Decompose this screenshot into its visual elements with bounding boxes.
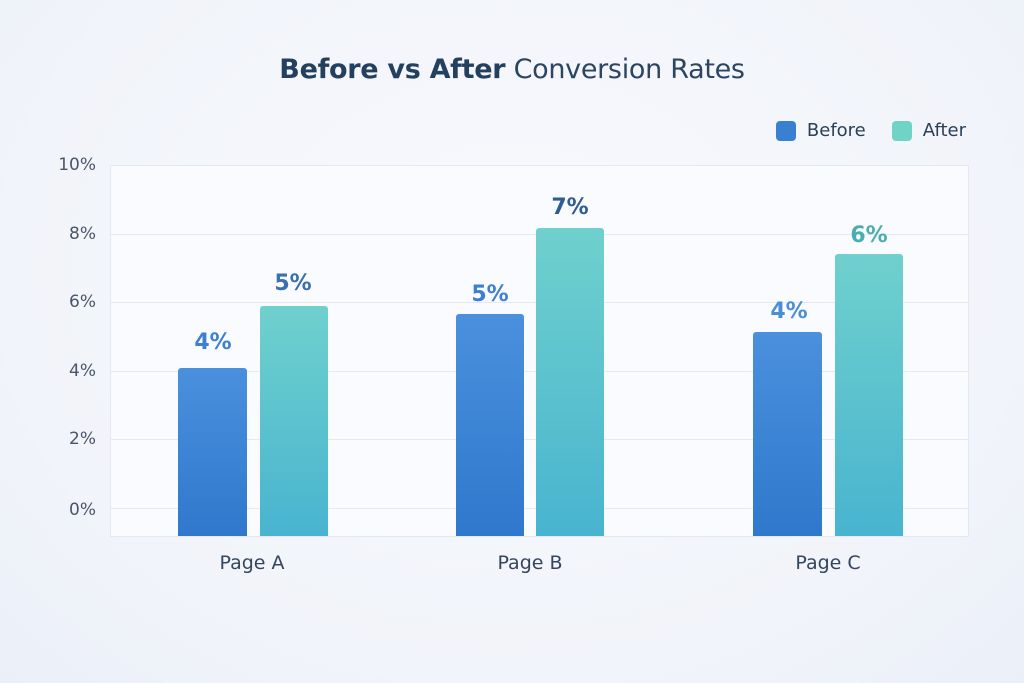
legend-label: Before [806, 120, 866, 141]
bar-page-b-before[interactable] [456, 314, 524, 536]
x-label-page-a: Page A [219, 552, 285, 574]
plot-area [110, 165, 969, 537]
after-swatch-icon [891, 120, 912, 141]
data-label-page-a-before: 4% [194, 330, 232, 355]
before-swatch-icon [775, 120, 796, 141]
y-tick: 6% [69, 292, 96, 312]
data-label-page-b-after: 7% [551, 195, 589, 220]
chart-title-bold: Before vs After [279, 54, 506, 85]
y-tick: 0% [69, 500, 96, 520]
legend-item-before: Before [775, 120, 866, 141]
legend: Before After [775, 120, 966, 141]
y-tick: 2% [69, 429, 96, 449]
y-tick: 10% [58, 155, 96, 175]
chart-title-light: Conversion Rates [513, 54, 745, 85]
y-tick: 8% [69, 224, 96, 244]
bar-page-c-before[interactable] [753, 332, 822, 536]
legend-item-after: After [891, 120, 966, 141]
data-label-page-b-before: 5% [471, 282, 509, 307]
legend-label: After [922, 120, 966, 141]
x-label-page-c: Page C [795, 552, 861, 574]
data-label-page-c-before: 4% [770, 299, 808, 324]
bar-page-a-before[interactable] [178, 368, 247, 536]
bar-page-a-after[interactable] [260, 306, 328, 536]
data-label-page-a-after: 5% [274, 271, 312, 296]
y-tick: 4% [69, 361, 96, 381]
x-label-page-b: Page B [497, 552, 563, 574]
bar-page-c-after[interactable] [835, 254, 903, 536]
chart-title: Before vs After Conversion Rates [0, 54, 1024, 85]
bar-page-b-after[interactable] [536, 228, 604, 536]
data-label-page-c-after: 6% [850, 223, 888, 248]
